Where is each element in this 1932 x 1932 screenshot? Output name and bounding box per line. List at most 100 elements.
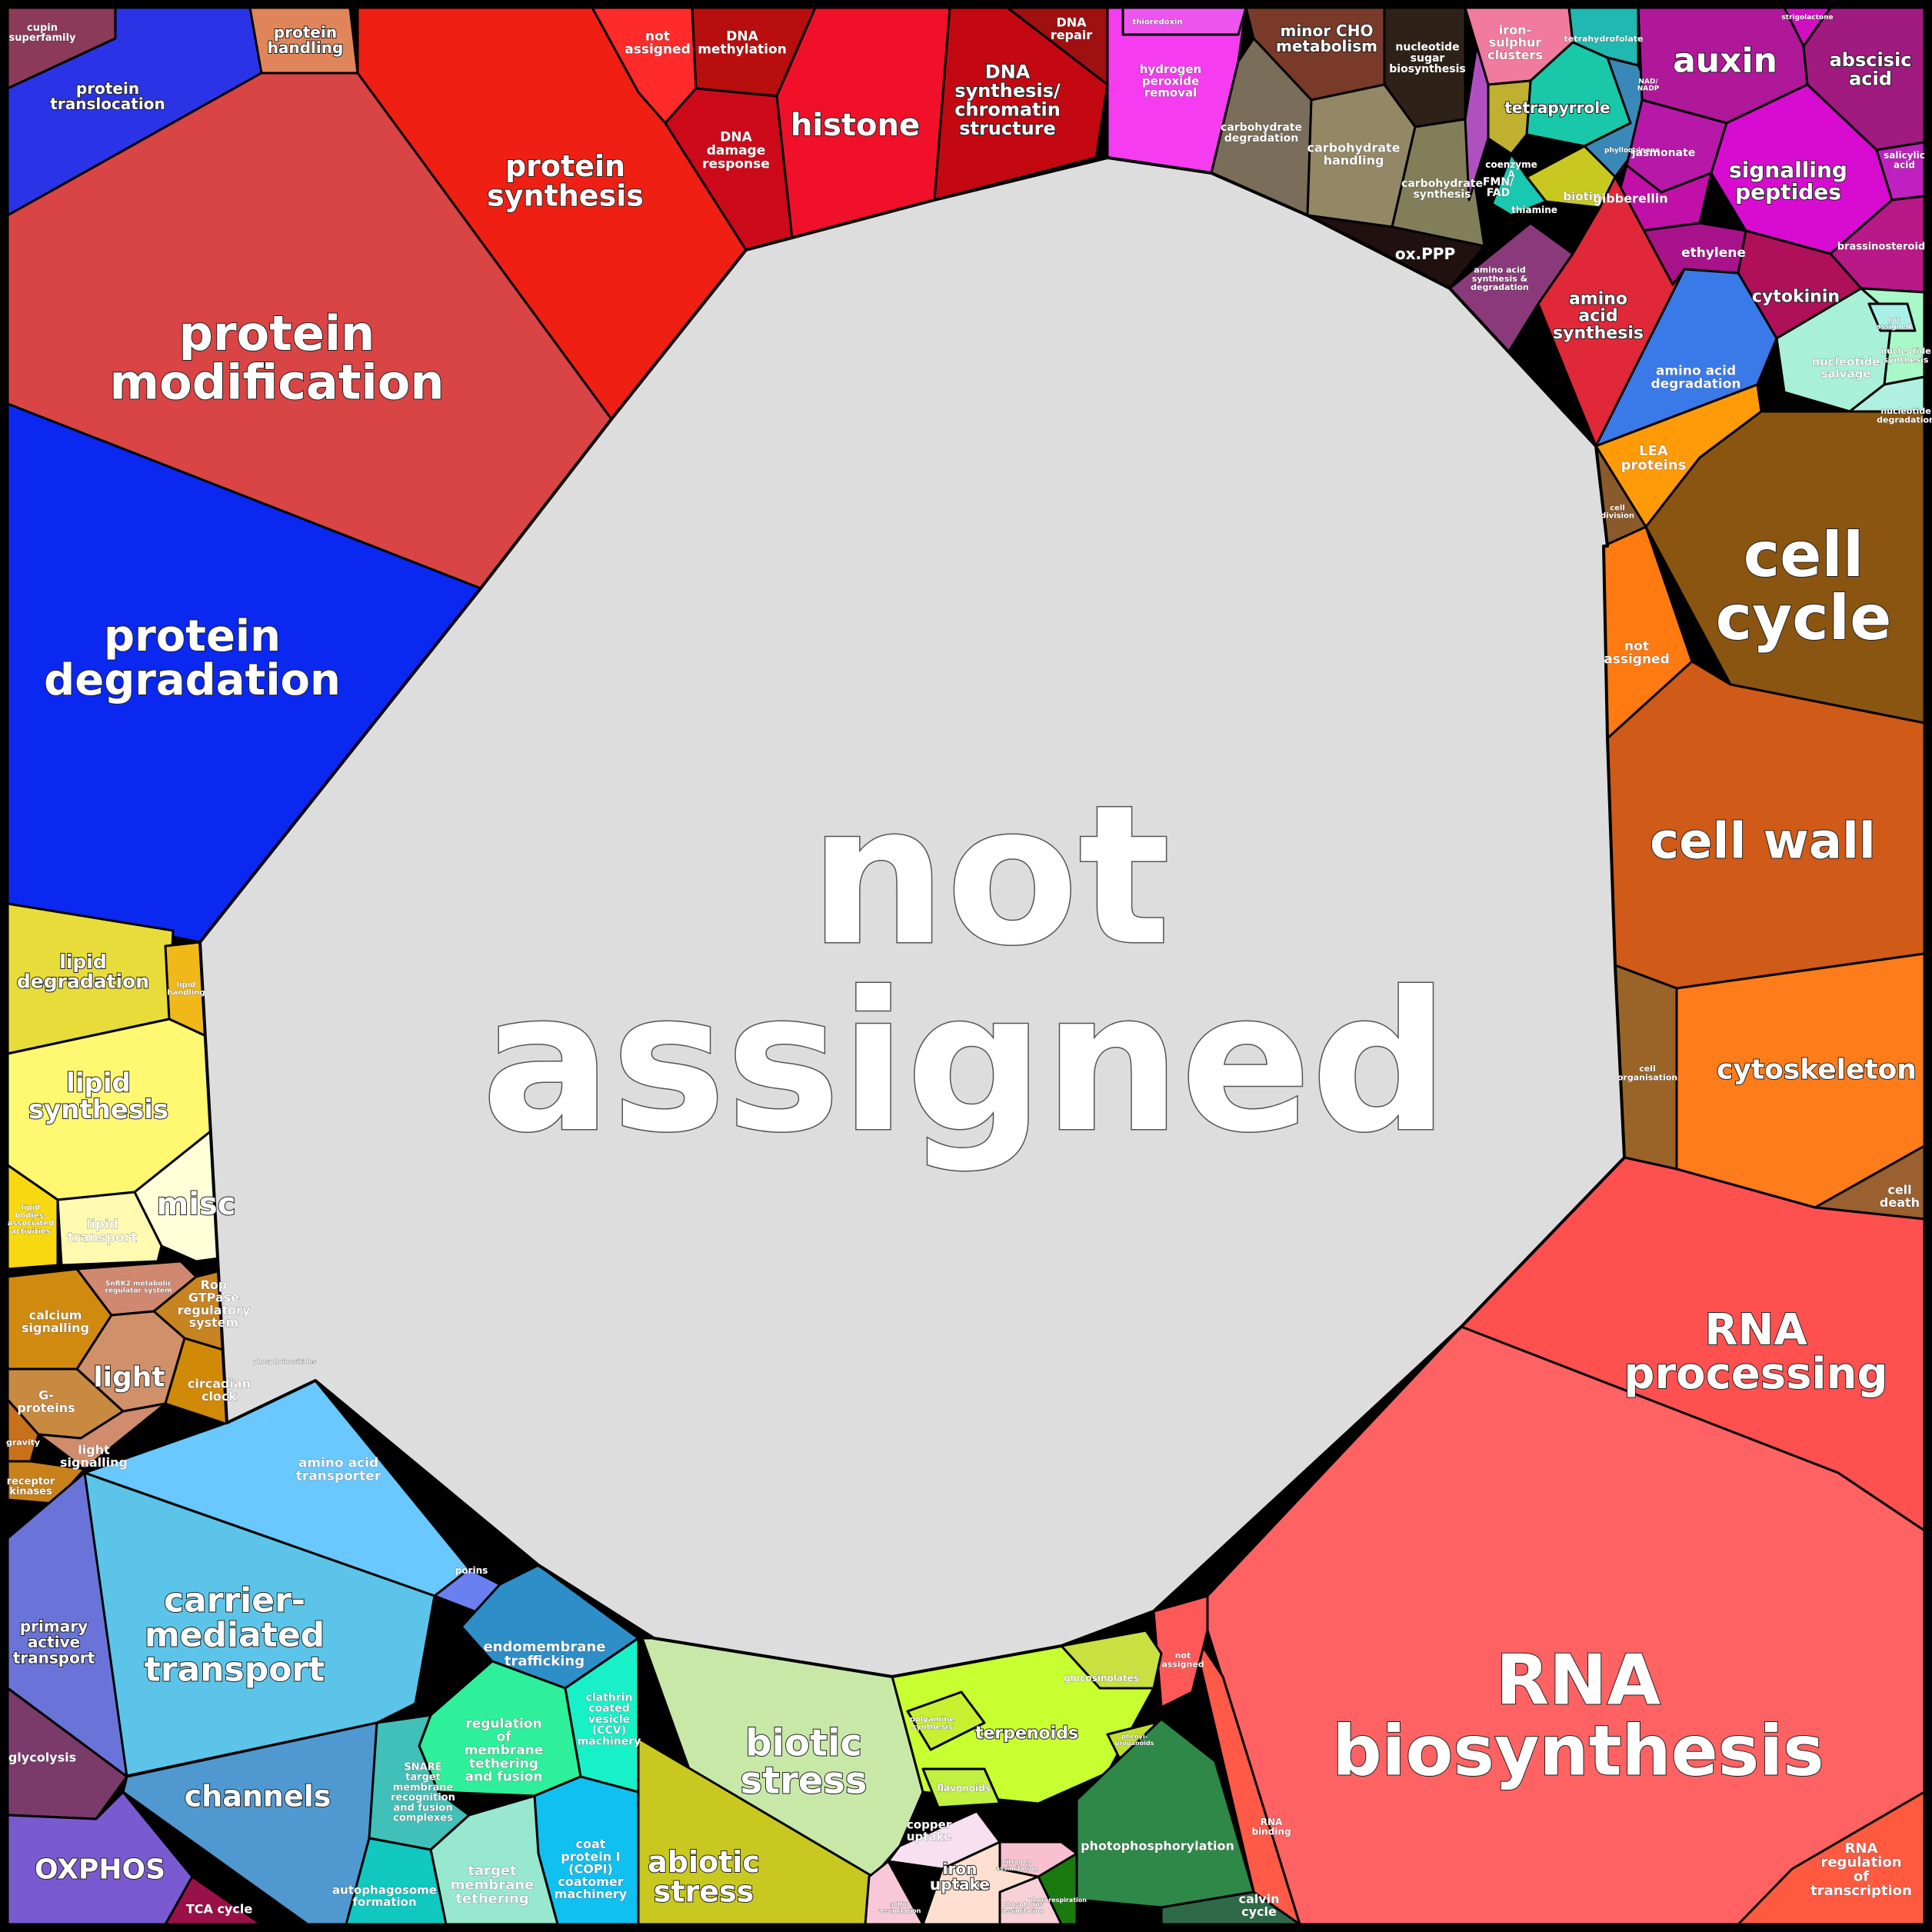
label-cell-death-line: cell	[1887, 1182, 1911, 1197]
label-nucleotide-degradation-line: degradation	[1877, 415, 1932, 425]
label-receptor-kinases-line: receptor	[7, 1476, 55, 1487]
label-lipid-handling-line: lipid	[177, 981, 196, 989]
label-rop-gtpase-line: Rop	[201, 1277, 228, 1292]
label-thioredoxin-line: thioredoxin	[1133, 18, 1183, 27]
label-nucleotide-salvage-line: nucleotide	[1811, 355, 1880, 369]
label-strigolactone: strigolactone	[1781, 14, 1834, 22]
label-auxin: auxin	[1672, 40, 1778, 81]
label-nucleotide-not-assigned-line: not	[1887, 317, 1901, 325]
region-thiamine	[1491, 152, 1547, 217]
label-phenylpropanoids-line: phenyl-	[1121, 1734, 1148, 1740]
label-signalling-peptides-line: peptides	[1735, 179, 1841, 205]
label-tetrapyrrole: tetrapyrrole	[1504, 98, 1611, 118]
label-light-line: light	[93, 1362, 165, 1394]
label-biotic-stress-line: biotic	[745, 1721, 862, 1764]
label-iron-sulphur-line: sulphur	[1489, 35, 1542, 50]
label-g-proteins-line: proteins	[17, 1401, 75, 1415]
label-lipid-synthesis-line: lipid	[66, 1068, 131, 1099]
label-clathrin-line: clathrin	[586, 1691, 633, 1704]
label-dna-synthesis-line: synthesis/	[954, 80, 1061, 102]
label-rna-not-assigned-line: not	[1175, 1651, 1191, 1661]
label-carrier-mediated-line: carrier-	[164, 1581, 305, 1621]
label-histone: histone	[790, 107, 921, 144]
label-rna-regulation-line: transcription	[1810, 1883, 1912, 1899]
region-nitrogen-assimilation	[998, 1840, 1078, 1878]
label-iron-sulphur-line: iron-	[1499, 22, 1531, 37]
label-phosphoinositides-line: phosphoinositides	[253, 1358, 317, 1365]
label-minor-cho-line: metabolism	[1276, 37, 1377, 55]
label-phenylpropanoids-line: propanoids	[1115, 1740, 1154, 1747]
label-abscisic-line: abscisic	[1830, 49, 1912, 71]
label-nucleotide-sugar-line: nucleotide	[1395, 42, 1459, 54]
center-not-assigned	[198, 156, 1626, 1678]
label-amino-acid-synthesis-line: amino	[1569, 289, 1627, 308]
label-sulfur-assimilation-line: assimilation	[879, 1907, 921, 1914]
label-primary-active-line: active	[28, 1633, 80, 1651]
label-snare-line: complexes	[393, 1813, 453, 1824]
label-regulation-membrane-line: membrane	[465, 1743, 544, 1758]
label-amino-acid-synth-deg-line: synthesis &	[1472, 274, 1528, 284]
label-carb-handling-line: carbohydrate	[1307, 140, 1400, 155]
label-protein-degradation-line: degradation	[44, 655, 341, 705]
label-redox-line: peroxide	[1142, 74, 1199, 88]
label-snrk2-line: regulator system	[105, 1287, 172, 1295]
label-terpenoids: terpenoids	[974, 1724, 1079, 1744]
label-amino-acid-synth-deg-line: degradation	[1471, 282, 1529, 292]
label-nad-line: NADP	[1637, 85, 1660, 93]
label-biotin-line: biotin	[1563, 189, 1601, 203]
label-carrier-mediated-line: transport	[145, 1650, 325, 1689]
label-biotin: biotin	[1563, 189, 1601, 204]
label-cell-wall: cell wall	[1649, 812, 1877, 871]
label-nad-line: NAD/	[1638, 78, 1658, 86]
label-protein-synthesis-line: protein	[505, 149, 625, 183]
label-salicylic-line: salicylic	[1884, 150, 1925, 161]
label-dna-synthesis-line: DNA	[985, 62, 1031, 83]
label-cell-wall-line: cell wall	[1650, 813, 1876, 870]
label-photophosphorylation: photophosphorylation	[1081, 1838, 1234, 1854]
region-flavonoids	[921, 1767, 1001, 1809]
label-amino-acid-degradation-line: degradation	[1651, 377, 1740, 392]
label-dna-damage-line: response	[702, 156, 770, 172]
region-rna-not-assigned	[1152, 1594, 1209, 1709]
label-gravity-line: gravity	[6, 1437, 40, 1447]
label-abiotic-stress-line: stress	[654, 1875, 754, 1909]
label-porins: porins	[455, 1565, 488, 1577]
label-rna-biosynthesis-line: RNA	[1496, 1641, 1661, 1721]
label-dna-not-assigned-line: assigned	[625, 42, 691, 58]
label-nucleotide-salvage-line: salvage	[1820, 367, 1870, 381]
center-label-line: not	[809, 764, 1170, 988]
label-minor-cho-line: minor CHO	[1281, 22, 1374, 40]
label-phosphorus-assimilation-line: phosphorus	[1003, 1901, 1044, 1908]
label-rna-regulation-line: RNA	[1845, 1840, 1878, 1857]
label-brassinosteroid: brassinosteroid	[1837, 241, 1926, 253]
label-rop-gtpase-line: regulatory	[178, 1303, 251, 1317]
label-target-membrane-line: tethering	[455, 1891, 528, 1907]
label-carb-synthesis-line: carbohydrate	[1401, 178, 1483, 190]
label-tetrahydrofolate: tetrahydrofolate	[1564, 34, 1643, 45]
label-light-signalling-line: light	[78, 1442, 110, 1457]
region-fmn	[1464, 45, 1490, 202]
label-carb-handling-line: handling	[1324, 153, 1384, 168]
label-nad: NAD/NADP	[1637, 78, 1660, 93]
